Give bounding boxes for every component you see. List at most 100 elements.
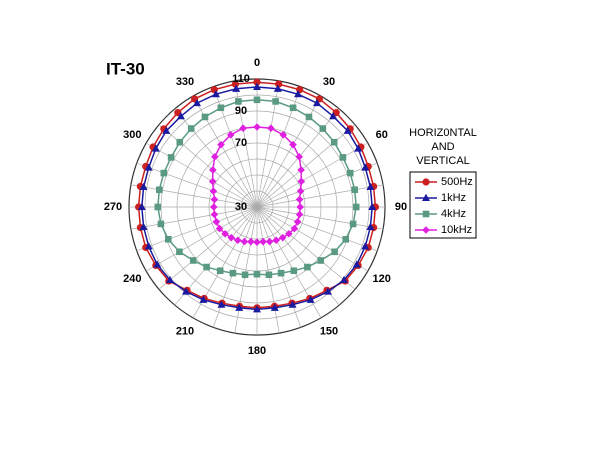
marker <box>189 257 197 264</box>
marker <box>241 271 249 279</box>
legend-marker <box>422 210 430 218</box>
marker <box>296 187 305 195</box>
marker <box>289 140 297 149</box>
grid-spoke <box>256 206 280 334</box>
marker <box>221 229 229 238</box>
marker <box>352 260 361 268</box>
marker <box>331 248 338 256</box>
marker <box>351 186 358 194</box>
marker <box>139 222 148 231</box>
marker <box>165 275 174 284</box>
marker <box>270 303 279 311</box>
marker <box>329 112 338 120</box>
marker <box>352 203 360 211</box>
marker <box>235 98 242 105</box>
grid-spoke <box>256 206 384 230</box>
marker <box>157 220 165 228</box>
marker <box>209 166 217 174</box>
annotation-line: VERTICAL <box>416 155 470 167</box>
marker <box>361 242 370 250</box>
grid-spoke <box>234 206 258 334</box>
marker <box>247 237 255 246</box>
marker <box>160 169 168 177</box>
grid <box>128 78 386 336</box>
marker <box>289 104 297 112</box>
marker <box>296 203 304 211</box>
marker <box>199 295 208 303</box>
marker <box>346 169 354 177</box>
marker <box>151 144 160 152</box>
marker <box>210 210 219 219</box>
grid-spoke <box>145 142 258 208</box>
marker <box>297 177 306 186</box>
marker <box>139 182 148 190</box>
marker <box>349 220 357 228</box>
angle-tick-label: 270 <box>104 201 122 213</box>
legend-marker <box>422 226 430 234</box>
marker <box>267 124 275 133</box>
legend-label: 10kHz <box>441 224 472 236</box>
marker <box>275 80 283 88</box>
marker <box>193 98 201 107</box>
marker <box>279 131 288 139</box>
marker <box>253 270 261 278</box>
angle-tick-label: 300 <box>123 129 141 141</box>
marker <box>154 203 162 211</box>
radial-tick-label: 110 <box>232 73 250 85</box>
radial-tick-label: 70 <box>235 137 247 149</box>
marker <box>313 98 321 107</box>
marker <box>212 217 221 226</box>
radial-tick-label: 30 <box>235 201 247 213</box>
marker <box>317 257 325 264</box>
grid-spoke <box>145 206 258 272</box>
marker <box>210 203 218 211</box>
annotation: HORIZ0NTAL AND VERTICAL <box>409 127 477 167</box>
radial-tick-label: 90 <box>235 105 247 117</box>
marker <box>144 242 153 250</box>
annotation-line: HORIZ0NTAL <box>409 127 477 139</box>
grid-spoke <box>256 206 356 290</box>
marker <box>288 300 297 308</box>
series <box>137 82 377 313</box>
legend-marker <box>422 178 430 186</box>
grid-spoke <box>158 124 258 208</box>
marker <box>340 275 349 284</box>
marker <box>273 84 282 92</box>
marker <box>229 269 237 277</box>
marker <box>203 263 210 271</box>
chart-title: IT-30 <box>106 59 145 78</box>
marker <box>216 267 224 275</box>
grid-spoke <box>158 206 258 290</box>
marker <box>210 195 219 204</box>
marker <box>227 233 236 242</box>
grid-spoke <box>256 184 384 208</box>
legend-box <box>409 171 477 239</box>
marker <box>265 271 273 279</box>
marker <box>290 267 298 275</box>
marker <box>319 125 327 132</box>
marker <box>306 295 315 303</box>
marker <box>330 138 338 146</box>
legend-label: 500Hz <box>441 176 473 188</box>
marker <box>226 131 235 139</box>
marker <box>285 229 293 238</box>
marker <box>234 236 242 245</box>
marker <box>240 237 249 246</box>
marker <box>265 237 274 246</box>
marker <box>293 217 302 226</box>
marker <box>294 90 303 98</box>
angle-tick-label: 330 <box>176 76 194 88</box>
angle-tick-label: 60 <box>376 129 388 141</box>
marker <box>232 84 241 92</box>
angle-tick-label: 30 <box>323 76 335 88</box>
marker <box>176 248 183 256</box>
marker <box>235 303 244 311</box>
angle-tick-label: 150 <box>320 326 338 338</box>
angle-tick-label: 120 <box>373 273 391 285</box>
marker <box>295 195 304 204</box>
marker <box>305 113 313 121</box>
marker <box>239 124 247 133</box>
marker <box>144 163 153 171</box>
marker <box>361 163 370 171</box>
marker <box>164 235 172 243</box>
